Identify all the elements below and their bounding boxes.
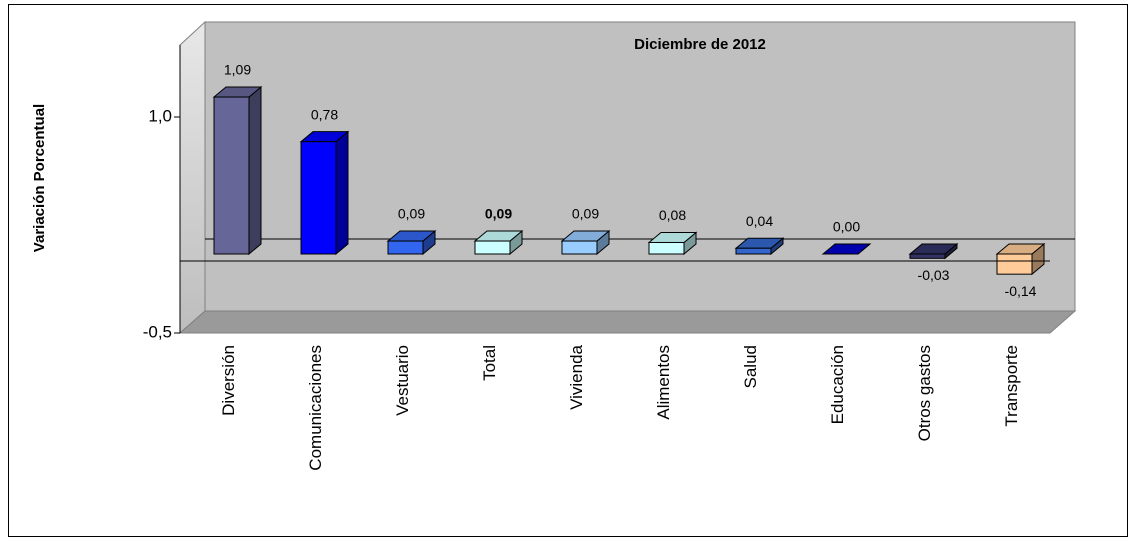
- value-label: -0,03: [918, 267, 950, 283]
- chart-title: Diciembre de 2012: [634, 36, 766, 53]
- x-tick-label: Otros gastos: [915, 345, 934, 441]
- value-label: 0,09: [398, 206, 425, 222]
- back-wall: [204, 21, 1076, 312]
- bar: [474, 240, 511, 255]
- side-wall: [179, 20, 206, 335]
- value-label: 0,00: [833, 219, 860, 235]
- bar: [648, 241, 685, 255]
- bar: [909, 253, 946, 259]
- bar: [735, 247, 772, 255]
- x-tick-label: Total: [480, 345, 499, 381]
- value-label: 0,78: [311, 106, 338, 122]
- bar: [213, 96, 250, 255]
- bar-side: [335, 130, 349, 256]
- x-tick-label: Vestuario: [393, 345, 412, 416]
- bar: [300, 141, 337, 255]
- x-tick-label: Salud: [741, 345, 760, 388]
- value-label: 0,04: [746, 213, 773, 229]
- x-tick-label: Transporte: [1002, 345, 1021, 427]
- bar: [387, 240, 424, 255]
- bar: [561, 240, 598, 255]
- x-tick-label: Diversión: [219, 345, 238, 416]
- y-tick-label: -0,5: [143, 322, 172, 341]
- x-tick-label: Vivienda: [567, 344, 586, 409]
- x-tick-label: Comunicaciones: [306, 345, 325, 471]
- x-tick-label: Alimentos: [654, 345, 673, 420]
- value-label: 0,09: [572, 206, 599, 222]
- y-axis-title: Variación Porcentual: [31, 104, 48, 252]
- value-label: 0,09: [485, 206, 512, 222]
- bar-side: [248, 85, 262, 256]
- bar: [996, 253, 1033, 275]
- value-label: 0,08: [659, 207, 686, 223]
- x-tick-label: Educación: [828, 345, 847, 424]
- floor: [178, 310, 1077, 334]
- y-tick-label: 1,0: [148, 106, 172, 125]
- value-label: 1,09: [224, 62, 251, 78]
- value-label: -0,14: [1005, 283, 1037, 299]
- bar-top: [821, 243, 872, 255]
